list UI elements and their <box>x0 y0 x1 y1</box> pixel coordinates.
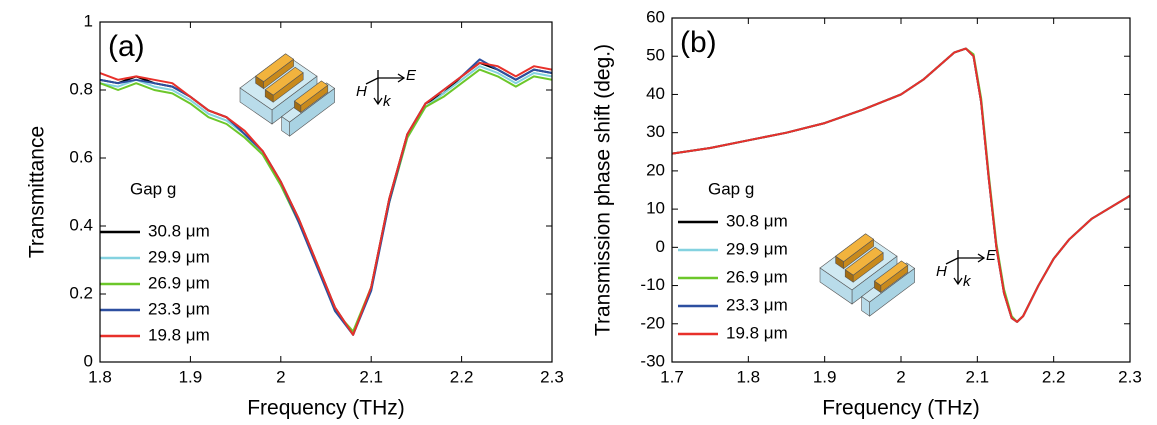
arrow-h <box>365 77 379 85</box>
x-tick-label: 2.2 <box>450 367 474 386</box>
x-tick-label: 2.1 <box>966 367 990 386</box>
legend-label: 30.8 μm <box>148 221 210 240</box>
series-line <box>100 61 552 336</box>
legend-label: 19.8 μm <box>148 325 210 344</box>
block-side <box>239 87 273 125</box>
arrow-head <box>953 277 963 286</box>
plot-frame <box>99 21 553 363</box>
y-tick-label: 30 <box>646 122 665 141</box>
y-tick-label: 40 <box>646 84 665 103</box>
x-tick-label: 2.3 <box>540 367 564 386</box>
x-tick-label: 1.8 <box>88 367 112 386</box>
y-tick-label: -10 <box>640 275 665 294</box>
x-tick-label: 1.9 <box>813 367 837 386</box>
inset-label: E <box>986 247 997 264</box>
y-tick-label: 0 <box>84 351 93 370</box>
legend-title: Gap g <box>708 179 754 198</box>
x-tick-label: 2.1 <box>359 367 383 386</box>
y-axis-label: Transmission phase shift (deg.) <box>592 44 615 336</box>
x-tick-label: 2 <box>896 367 905 386</box>
y-tick-label: 50 <box>646 46 665 65</box>
legend-label: 26.9 μm <box>148 273 210 292</box>
panel-label: (a) <box>108 30 145 63</box>
block-side <box>819 267 853 305</box>
inset-label: E <box>406 67 417 84</box>
x-axis-label: Frequency (THz) <box>822 397 980 420</box>
panel: 1.8 1.9 2 2.1 2.2 2.3 0 0.2 0.4 0.6 0.8 1 E Hk 30.8 μm… <box>26 11 564 419</box>
x-tick-label: 2 <box>276 367 285 386</box>
x-tick-label: 1.8 <box>737 367 761 386</box>
y-tick-label: 0.2 <box>69 283 93 302</box>
arrow-head <box>977 253 986 263</box>
y-tick-label: 10 <box>646 199 665 218</box>
y-tick-label: 60 <box>646 7 665 26</box>
y-tick-label: 0.8 <box>69 79 93 98</box>
legend-label: 30.8 μm <box>726 211 788 230</box>
arrow-h <box>945 257 959 265</box>
block-side <box>294 100 302 114</box>
arrow-head <box>397 73 406 83</box>
block-side <box>844 269 854 283</box>
x-tick-label: 2.3 <box>1118 367 1142 386</box>
legend-label: 23.3 μm <box>148 299 210 318</box>
inset-label: H <box>356 83 367 100</box>
series-line <box>100 58 552 336</box>
inset-label: k <box>383 93 392 110</box>
x-tick-label: 2.2 <box>1042 367 1066 386</box>
y-tick-label: -30 <box>640 351 665 370</box>
panel: 1.7 1.8 1.9 2 2.1 2.2 2.3 -30 -20 -10 0 10 20 30 40 50 6… <box>592 7 1142 419</box>
y-tick-label: -20 <box>640 313 665 332</box>
block-side <box>281 116 290 137</box>
legend-label: 29.9 μm <box>148 247 210 266</box>
block-side <box>264 89 274 103</box>
block-side <box>874 280 882 294</box>
y-tick-label: 0 <box>656 237 665 256</box>
block-side <box>861 296 870 317</box>
legend-label: 26.9 μm <box>726 267 788 286</box>
panel-label: (b) <box>680 26 717 59</box>
legend-label: 19.8 μm <box>726 323 788 342</box>
inset-label: H <box>936 263 947 280</box>
y-tick-label: 0.6 <box>69 147 93 166</box>
y-tick-label: 0.4 <box>69 215 93 234</box>
series-line <box>672 47 1130 323</box>
x-axis-label: Frequency (THz) <box>247 397 405 420</box>
y-tick-label: 1 <box>84 11 93 30</box>
y-tick-label: 20 <box>646 160 665 179</box>
x-tick-label: 1.9 <box>179 367 203 386</box>
y-axis-label: Transmittance <box>26 126 49 258</box>
arrow-head <box>373 97 383 106</box>
inset-label: k <box>963 273 972 290</box>
legend-title: Gap g <box>130 179 176 198</box>
legend-label: 23.3 μm <box>726 295 788 314</box>
x-tick-label: 1.7 <box>660 367 684 386</box>
block-side <box>255 75 264 90</box>
block-side <box>835 255 844 270</box>
legend-label: 29.9 μm <box>726 239 788 258</box>
plot-frame <box>671 17 1131 363</box>
